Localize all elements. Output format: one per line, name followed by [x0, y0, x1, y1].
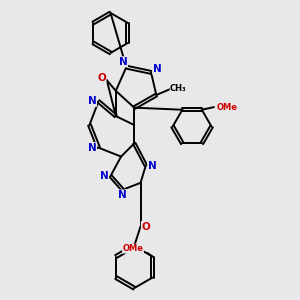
Text: N: N — [118, 190, 127, 200]
Text: N: N — [148, 160, 157, 170]
Text: N: N — [100, 171, 109, 181]
Text: OMe: OMe — [217, 103, 238, 112]
Text: O: O — [97, 73, 106, 83]
Text: N: N — [88, 142, 97, 153]
Text: N: N — [153, 64, 162, 74]
Text: O: O — [141, 221, 150, 232]
Text: OMe: OMe — [122, 244, 143, 253]
Text: N: N — [119, 57, 128, 67]
Text: CH₃: CH₃ — [170, 84, 187, 93]
Text: N: N — [88, 96, 97, 106]
